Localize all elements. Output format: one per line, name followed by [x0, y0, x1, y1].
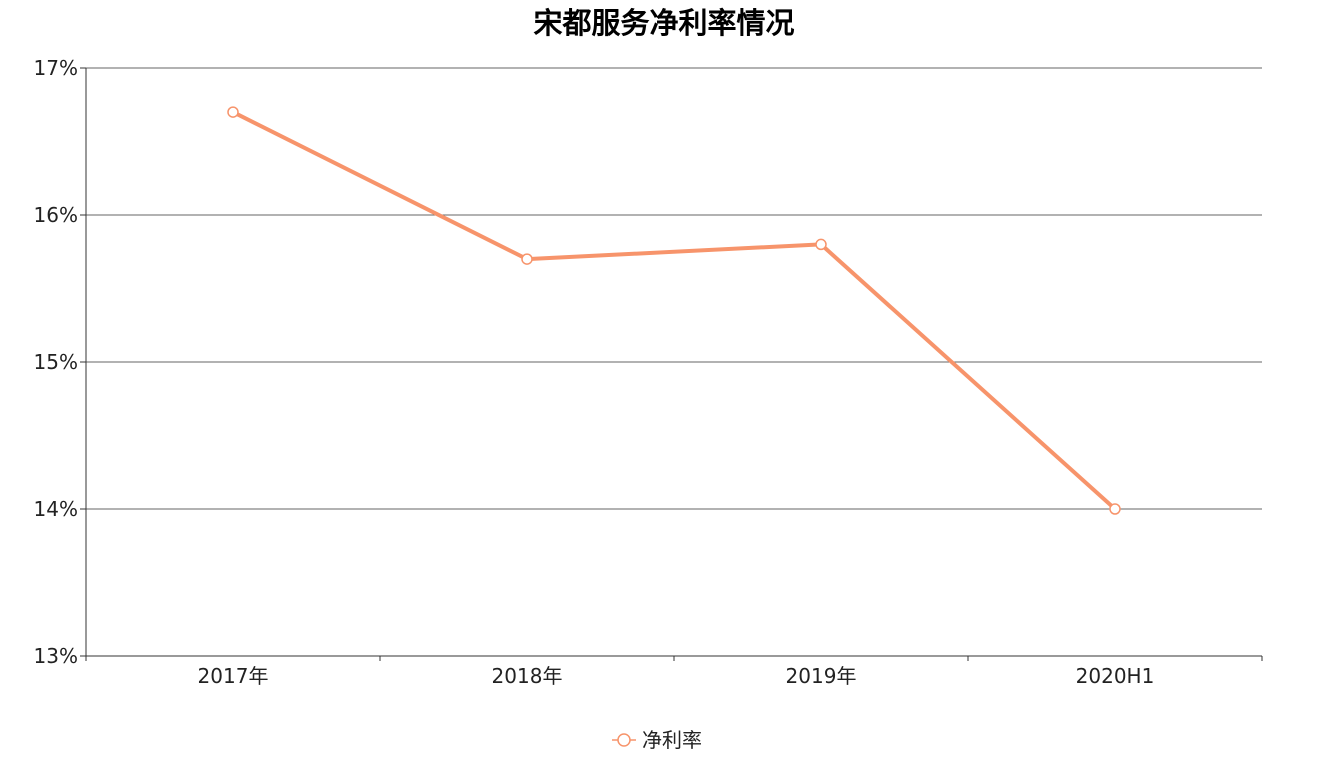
legend[interactable]: 净利率 — [612, 728, 702, 752]
x-tick-label: 2017年 — [198, 664, 269, 688]
data-points — [227, 106, 1121, 515]
y-tick-label: 16% — [34, 203, 78, 227]
x-axis-tick-labels: 2017年 2018年 2019年 2020H1 — [198, 664, 1155, 688]
y-axis-tick-labels: 13% 14% 15% 16% 17% — [34, 56, 78, 668]
data-point[interactable] — [521, 253, 533, 265]
series-line-0 — [231, 110, 1117, 511]
y-tick-label: 13% — [34, 644, 78, 668]
legend-label: 净利率 — [642, 728, 702, 752]
axes — [80, 67, 1263, 661]
y-tick-label: 17% — [34, 56, 78, 80]
legend-marker — [617, 733, 631, 747]
series-lines — [231, 110, 1117, 511]
chart-title: 宋都服务净利率情况 — [533, 6, 794, 40]
data-point[interactable] — [815, 238, 827, 251]
x-tick-label: 2018年 — [492, 664, 563, 688]
x-tick-label: 2020H1 — [1076, 664, 1155, 688]
x-tick-label: 2019年 — [786, 664, 857, 688]
grid-lines — [86, 67, 1262, 510]
y-tick-label: 15% — [34, 350, 78, 374]
data-point[interactable] — [1109, 503, 1121, 515]
data-point[interactable] — [227, 106, 239, 118]
y-tick-label: 14% — [34, 497, 78, 521]
